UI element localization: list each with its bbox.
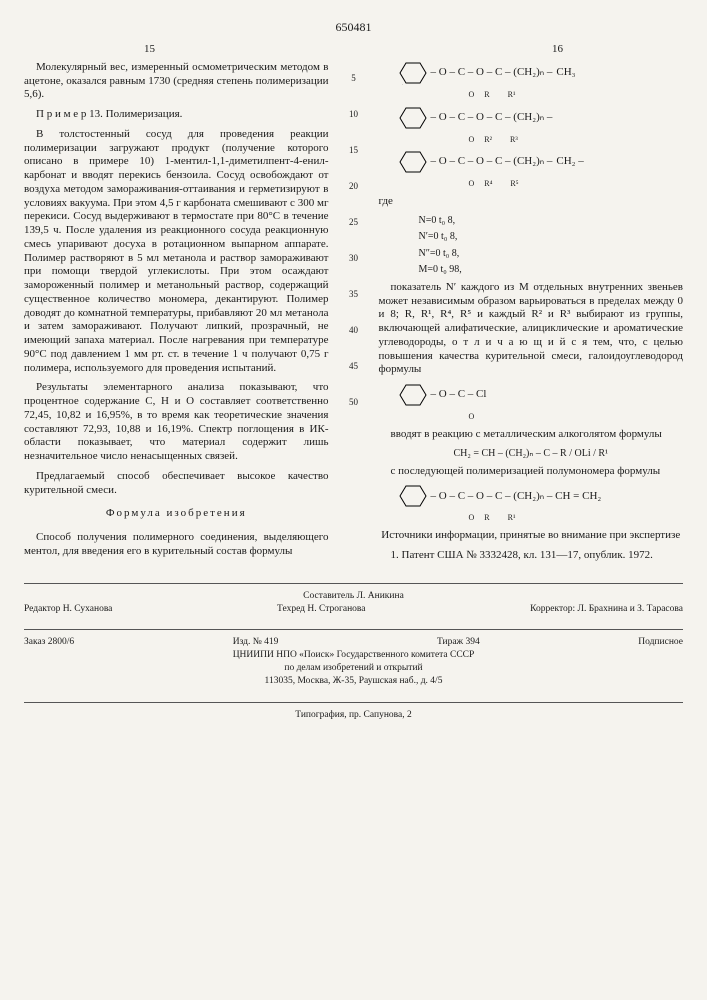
r-label: O [469,513,475,522]
para-claim-intro: Способ получения полимерного соединения,… [24,531,329,559]
line-number-gutter: 5 10 15 20 25 30 35 40 45 50 [345,43,363,569]
cyclohexane-icon [399,61,427,85]
r-label: R [484,513,489,522]
sources-heading: Источники информации, принятые во вниман… [379,529,684,543]
org-line-2: по делам изобретений и открытий [24,662,683,675]
para-variation: показатель N′ каждого из М отдельных вну… [379,281,684,377]
chem-chain: – O – C – O – C – (CH₂)ₙ – [431,66,553,80]
r-label: O [469,412,475,421]
line-mark: 50 [345,397,363,408]
para-analysis: Результаты элементарного анализа показыв… [24,381,329,464]
cyclohexane-icon [399,383,427,407]
line-mark: 10 [345,109,363,120]
where-label: где [379,195,684,209]
chem-alcoholate: CH₂ = CH – (CH₂)ₙ – C – R / OLi / R¹ [379,448,684,459]
r-label: R⁵ [510,179,518,188]
claims-heading: Формула изобретения [24,507,329,521]
source-citation: 1. Патент США № 3332428, кл. 131—17, опу… [379,549,684,563]
page-no-right: 16 [552,43,683,57]
line-mark: 5 [345,73,363,84]
r-label: R⁴ [484,179,492,188]
para-molecular-weight: Молекулярный вес, измеренный осмометриче… [24,61,329,102]
line-mark: 30 [345,253,363,264]
r-label: O [469,90,475,99]
cyclohexane-icon [399,150,427,174]
r-label: R² [484,135,492,144]
r-label: O [469,135,475,144]
chem-chain: – O – C – O – C – (CH₂)ₙ – [431,111,553,125]
right-column: 16 – O – C – O – C – (CH₂)ₙ – CH₃ O R R¹ [379,43,684,569]
chem-chain: – O – C – O – C – (CH₂)ₙ – [431,155,553,169]
printer-line: Типография, пр. Сапунова, 2 [24,709,683,722]
cyclohexane-icon [399,106,427,130]
org-line-1: ЦНИИПИ НПО «Поиск» Государственного коми… [24,649,683,662]
para-procedure: В толстостенный сосуд для проведения реа… [24,128,329,376]
chem-halide-chain: – O – C – Cl [431,388,487,402]
patent-number: 650481 [24,20,683,35]
page-no-left: 15 [24,43,155,57]
formula-m: M=0 t₀ 98, [419,264,684,277]
corrector-line: Корректор: Л. Брахнина и З. Тарасова [530,603,683,616]
order-no: Заказ 2800/6 [24,636,74,649]
formula-n2: N″=0 t₀ 8, [419,248,684,261]
footer-block: Составитель Л. Аникина Редактор Н. Сухан… [24,590,683,722]
formula-n1: N′=0 t₀ 8, [419,231,684,244]
line-mark: 45 [345,361,363,372]
line-mark: 40 [345,325,363,336]
address-line: 113035, Москва, Ж-35, Раушская наб., д. … [24,675,683,688]
compiler-line: Составитель Л. Аникина [24,590,683,603]
para-alcoholate: вводят в реакцию с металлическим алкогол… [379,428,684,442]
footer-rule [24,583,683,584]
formula-n: N=0 t₀ 8, [419,215,684,228]
line-mark: 20 [345,181,363,192]
para-quality: Предлагаемый способ обеспечивает высокое… [24,470,329,498]
chem-structure-monomer: – O – C – O – C – (CH₂)ₙ – CH = CH₂ [399,484,684,508]
cyclohexane-icon [399,484,427,508]
tirazh: Тираж 394 [437,636,480,649]
left-column: 15 Молекулярный вес, измеренный осмометр… [24,43,329,569]
izd-no: Изд. № 419 [233,636,279,649]
r-label: R¹ [508,513,516,522]
podpis: Подписное [638,636,683,649]
editor-line: Редактор Н. Суханова [24,603,112,616]
chem-ch2: CH₂ – [556,155,583,169]
line-mark: 25 [345,217,363,228]
chem-monomer-chain: – O – C – O – C – (CH₂)ₙ – CH = CH₂ [431,490,602,504]
r-label: R¹ [508,90,516,99]
para-polymerization: с последующей полимеризацией полумономер… [379,465,684,479]
chem-structure-polymer: – O – C – O – C – (CH₂)ₙ – CH₃ O R R¹ – … [379,61,684,189]
r-label: O [469,179,475,188]
techred-line: Техред Н. Строганова [277,603,365,616]
footer-rule-3 [24,702,683,703]
para-example-13: П р и м е р 13. Полимеризация. [24,108,329,122]
r-label: R³ [510,135,518,144]
line-mark: 35 [345,289,363,300]
r-label: R [484,90,489,99]
chem-structure-halide: – O – C – Cl [399,383,684,407]
line-mark: 15 [345,145,363,156]
two-column-body: 15 Молекулярный вес, измеренный осмометр… [24,43,683,569]
chem-ch3: CH₃ [556,66,575,80]
footer-rule-2 [24,629,683,630]
